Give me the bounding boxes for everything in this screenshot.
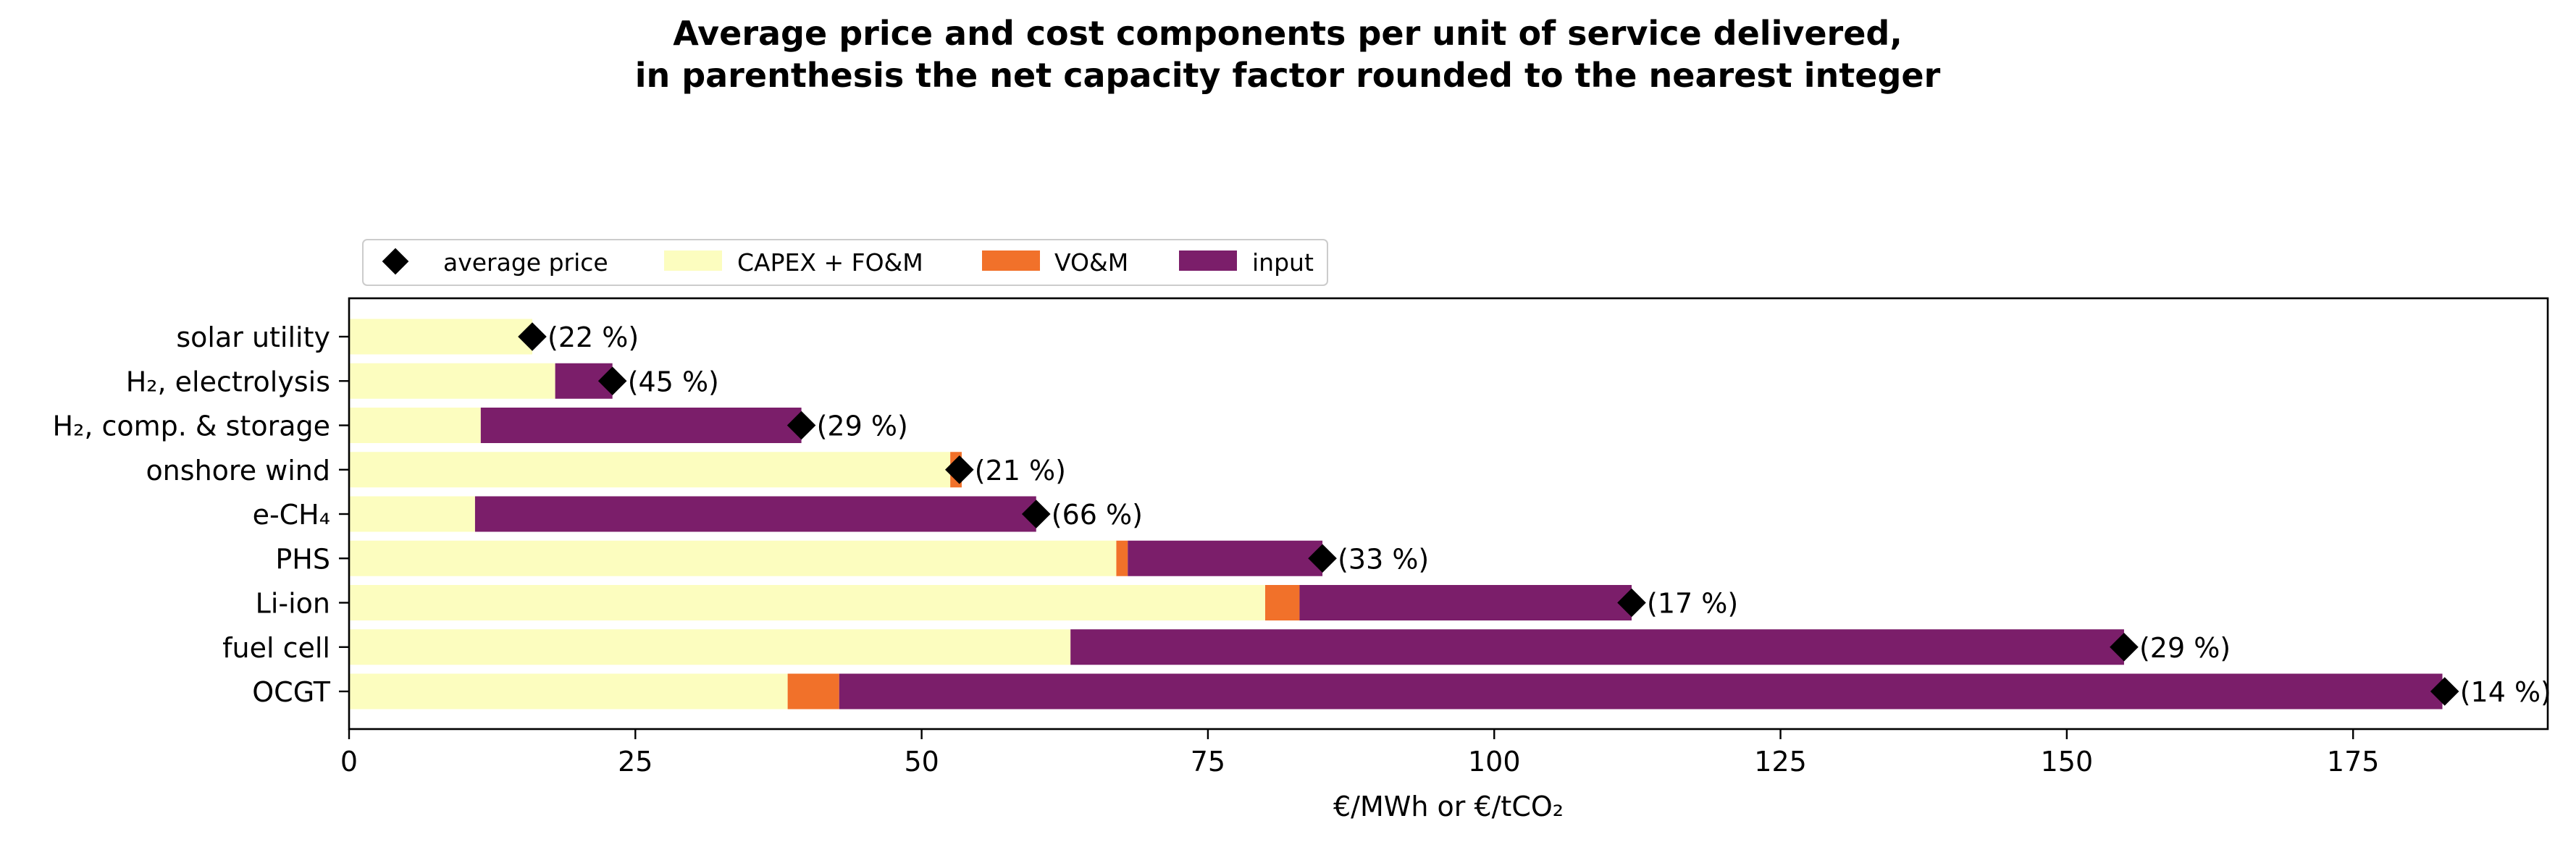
capacity-factor-label-e-ch: (66 %) bbox=[1052, 499, 1143, 531]
bar-capex-fo-m-onshore-wind bbox=[349, 452, 951, 488]
price-markers-layer bbox=[518, 322, 2459, 706]
capacity-factor-label-onshore-wind: (21 %) bbox=[975, 455, 1066, 487]
legend-label-capex: CAPEX + FO&M bbox=[737, 248, 923, 277]
bars-layer bbox=[349, 319, 2443, 710]
legend-swatch-input bbox=[1179, 251, 1237, 271]
x-tick-label-100: 100 bbox=[1468, 746, 1521, 778]
x-tick-label-0: 0 bbox=[340, 746, 358, 778]
capacity-factor-label-phs: (33 %) bbox=[1338, 543, 1429, 575]
bar-capex-fo-m-h-comp-storage bbox=[349, 408, 481, 443]
legend-label-vom: VO&M bbox=[1054, 248, 1128, 277]
average-price-marker-li-ion bbox=[1617, 588, 1646, 618]
bar-input-ocgt bbox=[839, 673, 2443, 710]
bar-input-li-ion bbox=[1299, 585, 1632, 620]
capacity-factor-label-fuel-cell: (29 %) bbox=[2139, 632, 2231, 664]
y-tick-label-li-ion: Li-ion bbox=[256, 588, 330, 620]
bar-capex-fo-m-h-electrolysis bbox=[349, 363, 555, 399]
capacity-factor-label-li-ion: (17 %) bbox=[1647, 588, 1738, 620]
bar-capex-fo-m-e-ch bbox=[349, 496, 475, 532]
y-tick-label-h-electrolysis: H₂, electrolysis bbox=[126, 366, 330, 397]
bar-capex-fo-m-li-ion bbox=[349, 585, 1265, 620]
x-tick-label-150: 150 bbox=[2041, 746, 2094, 778]
bar-vo-m-li-ion bbox=[1265, 585, 1300, 620]
legend-average-price-marker bbox=[382, 248, 409, 275]
average-price-marker-solar-utility bbox=[518, 322, 547, 351]
chart-title-line-1: Average price and cost components per un… bbox=[673, 14, 1902, 53]
average-price-marker-fuel-cell bbox=[2110, 632, 2139, 662]
y-tick-label-e-ch: e-CH₄ bbox=[253, 499, 330, 531]
bar-input-fuel-cell bbox=[1070, 629, 2124, 665]
capacity-factor-label-h-electrolysis: (45 %) bbox=[628, 366, 719, 397]
y-tick-label-fuel-cell: fuel cell bbox=[222, 632, 330, 664]
legend-frame bbox=[362, 239, 1328, 286]
capacity-factor-label-ocgt: (14 %) bbox=[2460, 676, 2551, 708]
bar-capex-fo-m-solar-utility bbox=[349, 319, 532, 355]
x-tick-label-125: 125 bbox=[1754, 746, 1807, 778]
x-tick-label-25: 25 bbox=[618, 746, 653, 778]
bar-vo-m-phs bbox=[1116, 540, 1128, 576]
legend-label-input: input bbox=[1252, 248, 1314, 277]
average-price-marker-e-ch bbox=[1021, 500, 1051, 529]
average-price-marker-ocgt bbox=[2430, 677, 2459, 706]
bar-input-phs bbox=[1128, 540, 1323, 576]
bar-capex-fo-m-phs bbox=[349, 540, 1117, 576]
average-price-marker-onshore-wind bbox=[945, 455, 974, 484]
y-tick-label-onshore-wind: onshore wind bbox=[146, 455, 330, 487]
bar-input-h-comp-storage bbox=[480, 408, 802, 443]
legend-label-average-price: average price bbox=[443, 248, 608, 277]
average-price-marker-h-comp-storage bbox=[786, 411, 816, 440]
chart-title-line-2: in parenthesis the net capacity factor r… bbox=[635, 56, 1941, 95]
bar-capex-fo-m-fuel-cell bbox=[349, 629, 1071, 665]
x-tick-label-175: 175 bbox=[2327, 746, 2380, 778]
y-tick-label-h-comp-storage: H₂, comp. & storage bbox=[53, 411, 330, 442]
legend: average price CAPEX + FO&M VO&M input bbox=[362, 239, 1328, 286]
x-axis-label: €/MWh or €/tCO₂ bbox=[1333, 791, 1564, 822]
x-axis: 0 25 50 75 100 125 150 175 bbox=[340, 729, 2380, 778]
average-price-marker-phs bbox=[1308, 544, 1337, 573]
y-tick-label-solar-utility: solar utility bbox=[176, 321, 330, 353]
y-axis: solar utility H₂, electrolysis H₂, comp. &… bbox=[53, 321, 349, 708]
bar-capex-fo-m-ocgt bbox=[349, 673, 788, 710]
capacity-factor-label-h-comp-storage: (29 %) bbox=[817, 411, 908, 442]
bar-input-e-ch bbox=[474, 496, 1036, 532]
capacity-factor-labels-layer: (22 %) (45 %) (29 %) (21 %) (66 %) (33 %) (17 … bbox=[547, 321, 2551, 708]
legend-swatch-vom bbox=[982, 251, 1040, 271]
average-price-marker-h-electrolysis bbox=[597, 366, 627, 396]
bar-vo-m-ocgt bbox=[787, 673, 839, 710]
y-tick-label-phs: PHS bbox=[275, 543, 330, 575]
legend-swatch-capex bbox=[664, 251, 722, 271]
capacity-factor-label-solar-utility: (22 %) bbox=[547, 321, 639, 353]
x-tick-label-50: 50 bbox=[904, 746, 939, 778]
y-tick-label-ocgt: OCGT bbox=[252, 676, 331, 708]
x-tick-label-75: 75 bbox=[1191, 746, 1225, 778]
